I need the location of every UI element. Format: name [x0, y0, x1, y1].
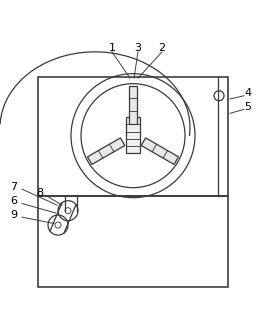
Bar [38, 196, 228, 287]
Polygon shape [141, 138, 179, 164]
Text: 1: 1 [108, 43, 116, 53]
Text: 7: 7 [10, 182, 17, 192]
Text: 2: 2 [158, 43, 166, 53]
Text: 9: 9 [10, 210, 17, 220]
Bar [126, 117, 140, 153]
Text: 5: 5 [245, 102, 251, 112]
Text: 4: 4 [244, 88, 251, 98]
Polygon shape [129, 86, 137, 124]
Polygon shape [87, 138, 125, 164]
Bar [38, 77, 228, 196]
Text: 6: 6 [11, 196, 17, 206]
Text: 8: 8 [37, 188, 43, 198]
Text: 3: 3 [135, 43, 142, 53]
